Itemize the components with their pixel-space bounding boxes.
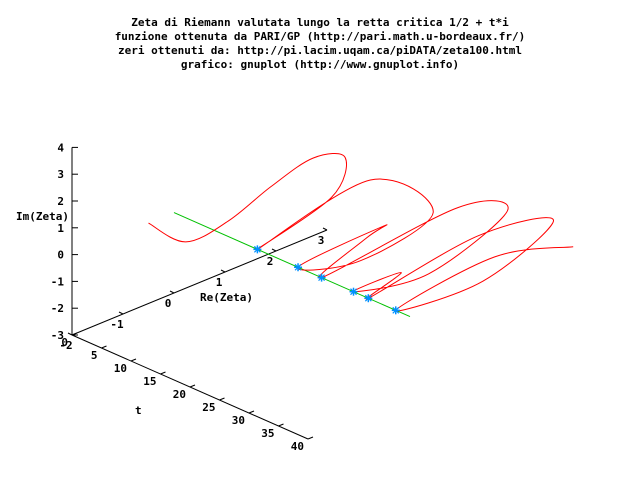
t-tick-label: 20 [173,388,186,401]
im-tick-label: -1 [51,275,65,288]
title-line-1: Zeta di Riemann valutata lungo la retta … [131,16,509,29]
re-tick [67,332,73,336]
re-axis-label: Re(Zeta) [200,291,253,304]
re-tick-label: -1 [110,318,124,331]
im-axis-label: Im(Zeta) [16,210,69,223]
zeros-group [253,245,400,315]
zero-marker [349,287,358,296]
re-tick-label: -2 [59,339,72,352]
t-tick-label: 35 [261,427,274,440]
zeta-curve [148,153,574,312]
zero-marker-d2 [364,294,372,302]
chart-title: Zeta di Riemann valutata lungo la retta … [0,16,640,72]
t-tick-label: 30 [232,414,245,427]
t-tick [71,332,78,336]
re-tick [169,290,175,294]
t-tick [278,423,284,427]
title-line-3: zeri ottenuti da: http://pi.lacim.uqam.c… [118,44,522,57]
im-tick-label: 3 [57,168,64,181]
t-tick-label: 5 [91,349,98,362]
title-line-2: funzione ottenuta da PARI/GP (http://par… [114,30,526,43]
re-tick-label: 1 [216,276,223,289]
series-group [148,153,574,318]
re-tick [322,227,328,231]
zero-marker [253,245,262,254]
zero-marker-d2 [294,263,302,271]
t-tick-label: 15 [143,375,156,388]
im-tick-label: 2 [57,195,64,208]
zero-marker-d2 [318,274,325,282]
im-tick-label: 1 [57,222,64,235]
t-tick-label: 40 [291,440,304,453]
zero-marker-d2 [253,245,261,253]
t-tick [130,358,137,362]
zero-marker [294,263,303,272]
t-tick-label: 0 [61,336,68,349]
t-tick [248,410,255,414]
t-axis-label: t [135,404,142,417]
zero-marker [391,306,400,315]
re-tick [118,311,124,315]
zero-marker [317,273,326,282]
t-tick [219,397,225,401]
t-tick [101,345,107,349]
zero-marker [364,294,373,303]
zero-marker-d2 [350,288,357,296]
re-tick [271,248,277,252]
t-tick [189,384,196,388]
re-tick [220,269,226,273]
critical-line [173,212,411,318]
title-line-4: grafico: gnuplot (http://www.gnuplot.inf… [180,58,460,71]
re-tick-label: 0 [165,297,172,310]
t-tick-label: 25 [202,401,215,414]
re-tick-label: 2 [267,255,274,268]
im-tick-label: 0 [57,249,64,262]
zero-marker-d2 [392,306,400,314]
re-tick-label: 3 [318,234,325,247]
t-tick [307,436,314,440]
re-axis-line [71,229,328,336]
t-tick [160,371,166,375]
im-tick-label: 4 [57,141,64,154]
t-tick-label: 10 [114,362,127,375]
im-tick-label: -2 [51,302,64,315]
im-tick-label: -3 [51,329,64,342]
